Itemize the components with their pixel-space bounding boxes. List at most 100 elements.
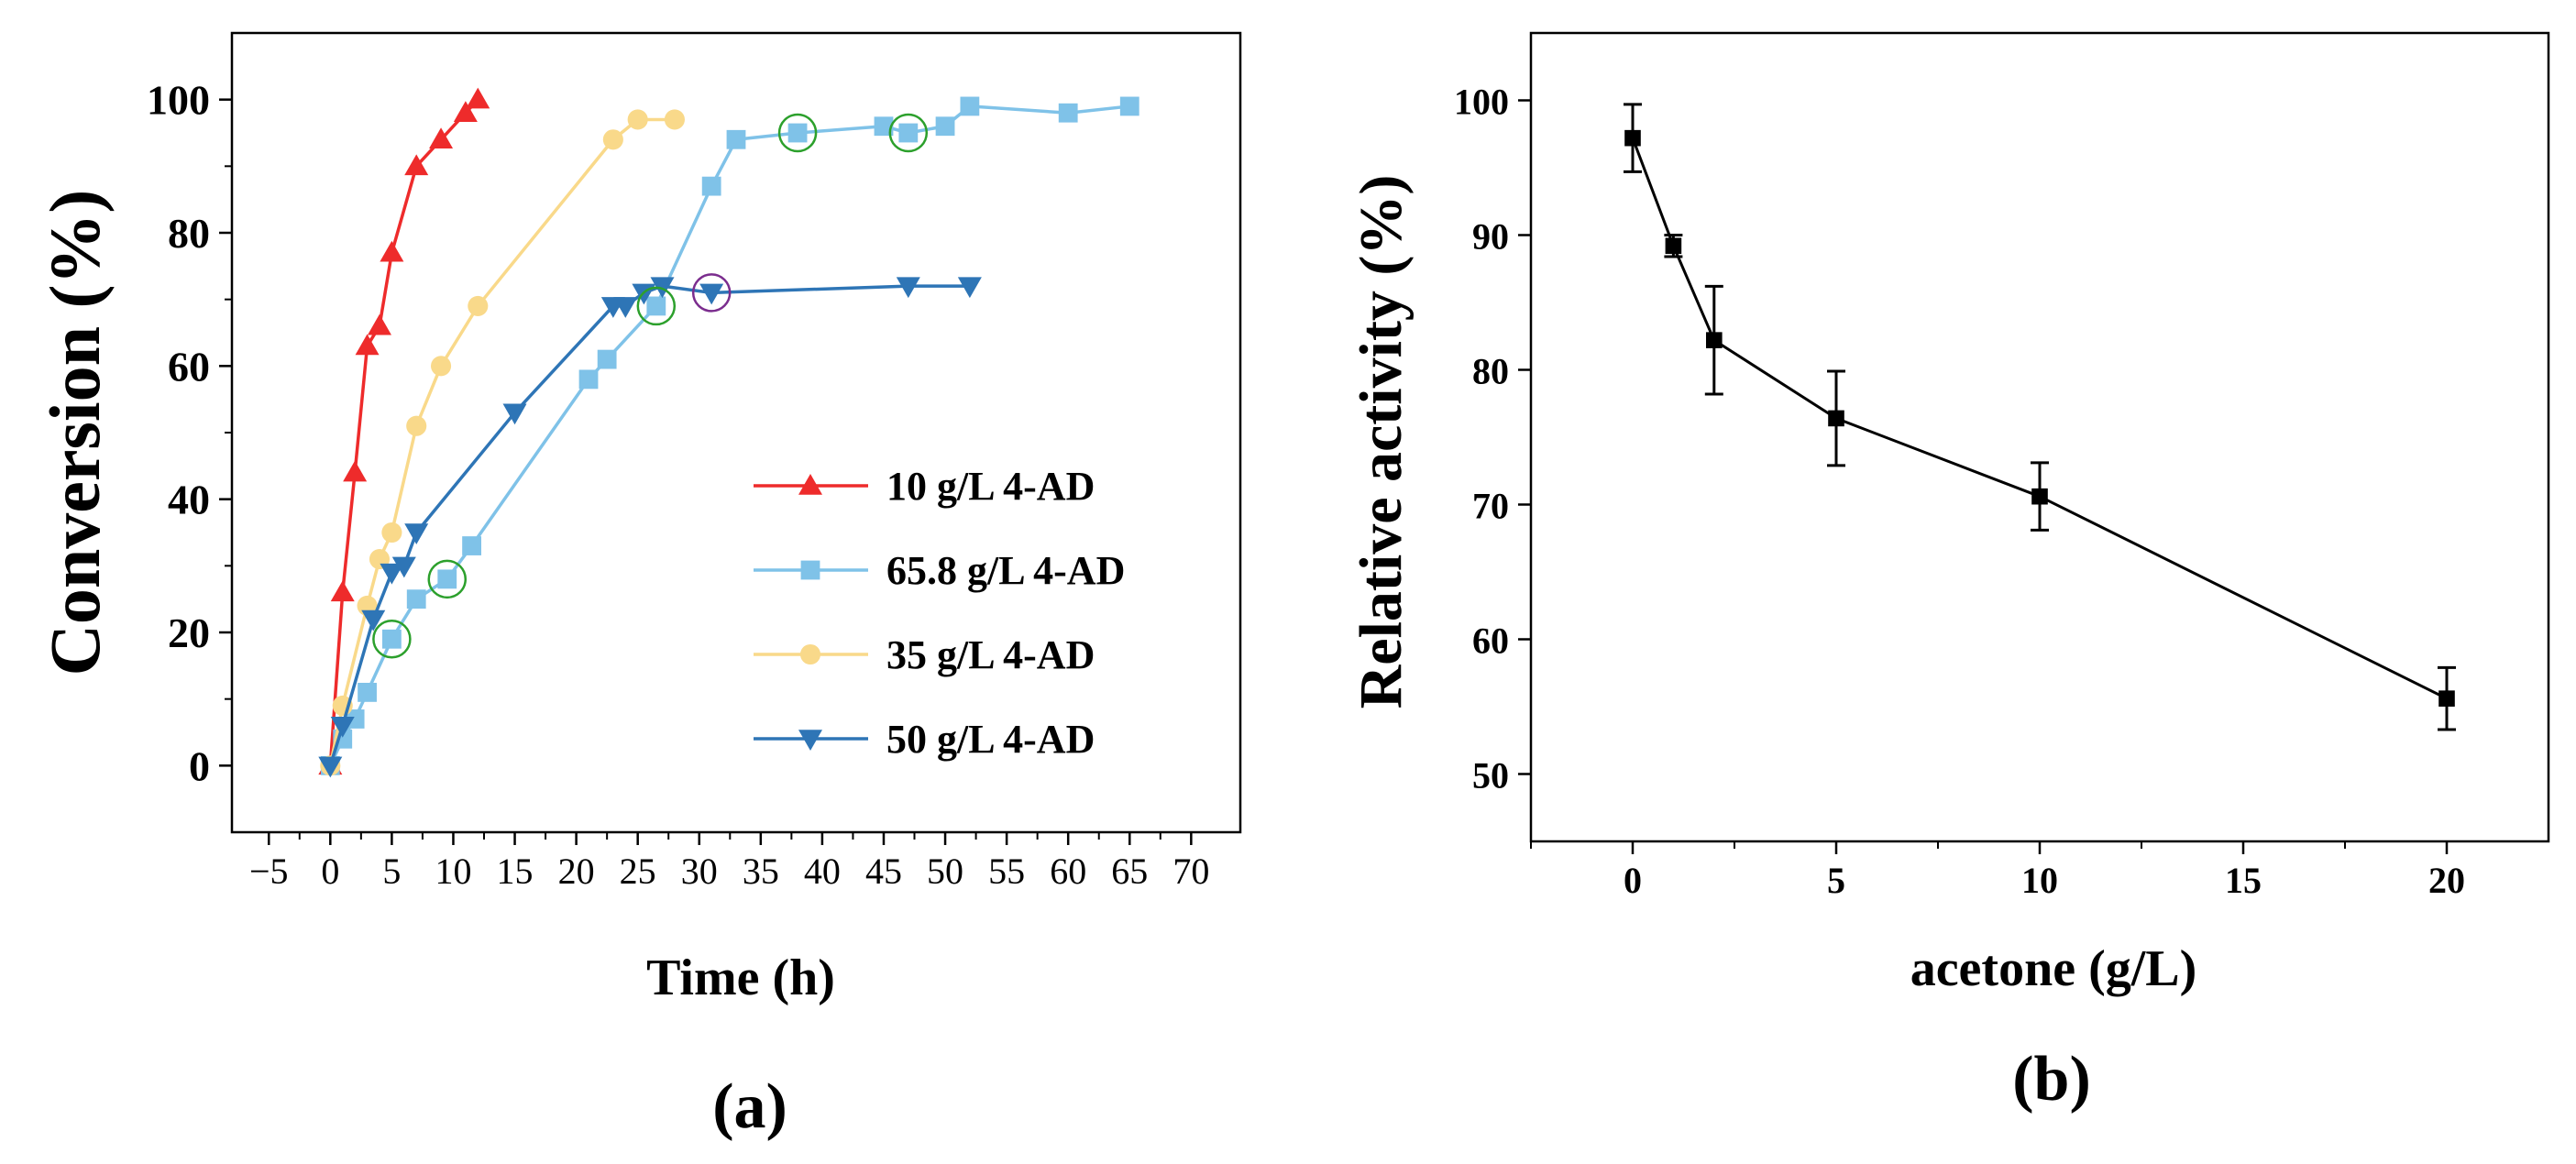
data-point [2031,488,2048,505]
highlight-circle [691,273,732,313]
data-point [602,129,623,150]
data-point [437,569,457,589]
x-tick-label: 20 [2428,860,2465,901]
series-65-8-g-l-4-ad [320,96,1139,775]
data-point [597,349,617,369]
legend-marker [799,643,821,665]
data-point [406,415,427,436]
data-point [699,283,724,305]
data-point [874,116,894,137]
data-point [429,127,454,149]
legend-marker [798,474,822,495]
panel-a-x-ticks: −5 0 5 10 15 20 25 30 35 40 45 50 55 60 65 70 [249,832,1209,892]
data-point [367,313,391,335]
x-tick-label: 5 [382,851,401,892]
panel-a-highlight-circles [372,113,929,659]
y-tick-label: 70 [1472,486,1509,527]
panel-b-series [1624,103,2456,731]
data-point [2438,690,2455,707]
x-tick-label: −5 [249,851,289,892]
highlight-circle [372,620,412,659]
y-tick-label: 80 [1472,351,1509,392]
x-tick-label: 60 [1050,851,1086,892]
x-tick-label: 0 [1624,860,1642,901]
data-point [358,683,377,702]
data-point [650,277,675,299]
series-relative-activity [1624,103,2456,731]
data-point [960,96,980,116]
legend-marker [800,560,820,580]
x-tick-label: 45 [865,851,902,892]
data-point [627,109,648,130]
legend-label: 35 g/L 4-AD [886,632,1095,677]
y-tick-label: 60 [168,343,210,390]
data-point [1706,332,1723,348]
data-point [430,356,452,377]
x-tick-label: 70 [1172,851,1209,892]
panel-b: 0 5 10 15 20 50 60 70 80 90 100 acetone (g/L) Rel… [1348,31,2550,1115]
data-point [380,240,404,262]
highlight-circle [636,286,677,326]
data-point [957,277,982,299]
data-point [1624,129,1641,147]
panel-a-x-axis-title: Time (h) [646,950,835,1006]
y-tick-label: 60 [1472,620,1509,662]
x-tick-label: 35 [743,851,779,892]
x-tick-label: 10 [2021,860,2058,901]
data-point [646,296,666,316]
y-tick-label: 40 [168,477,210,523]
panel-a-plot-frame [230,31,1242,834]
data-point [361,609,386,631]
data-point [466,87,490,109]
data-point [664,109,685,130]
data-point [787,123,808,143]
panel-a-y-ticks: 0 20 40 60 80 100 [147,77,232,789]
data-point [502,403,527,425]
data-point [935,116,955,137]
y-tick-label: 20 [168,609,210,656]
x-tick-label: 0 [321,851,339,892]
series-line-35-g-l-4-ad [328,117,675,766]
legend-marker [798,730,822,751]
legend-entry: 65.8 g/L 4-AD [754,548,1125,593]
panel-a-legend: 10 g/L 4-AD 65.8 g/L 4-AD 35 g/L 4-AD 50 g/… [754,464,1125,762]
data-point [381,629,402,649]
data-point [726,129,746,149]
x-tick-label: 55 [988,851,1025,892]
panel-b-y-axis-title: Relative activity (%) [1348,175,1415,709]
data-point [896,277,920,299]
x-tick-label: 20 [558,851,595,892]
panel-b-x-ticks: 0 5 10 15 20 [1530,841,2465,901]
data-point [613,297,638,318]
data-point [355,334,380,356]
legend-entry: 50 g/L 4-AD [754,717,1095,762]
data-point [1828,410,1844,427]
x-tick-label: 5 [1827,860,1845,901]
data-point [404,154,429,176]
panel-a-y-axis-title: Conversion (%) [35,190,115,676]
x-tick-label: 30 [681,851,718,892]
x-tick-label: 15 [2225,860,2262,901]
series-50-g-l-4-ad [318,277,982,778]
highlight-circle [427,559,468,599]
x-tick-label: 15 [497,851,534,892]
data-point [1058,103,1078,123]
legend-label: 50 g/L 4-AD [886,717,1095,762]
y-tick-label: 80 [168,210,210,257]
data-point [330,580,355,602]
panel-a: −5 0 5 10 15 20 25 30 35 40 45 50 55 60 65 70 0 20 40 60 80… [35,31,1242,1142]
panel-b-plot-frame [1529,31,2550,843]
data-point [391,556,416,578]
x-tick-label: 65 [1111,851,1148,892]
panel-b-y-ticks: 50 60 70 80 90 100 [1454,82,1531,796]
legend-entry: 10 g/L 4-AD [754,464,1095,509]
legend-label: 65.8 g/L 4-AD [886,548,1125,593]
y-tick-label: 90 [1472,216,1509,258]
series-line-10-g-l-4-ad [328,98,479,766]
x-tick-label: 40 [804,851,841,892]
data-point [578,369,599,390]
y-tick-label: 0 [189,742,210,789]
panel-b-x-axis-title: acetone (g/L) [1910,940,2197,997]
